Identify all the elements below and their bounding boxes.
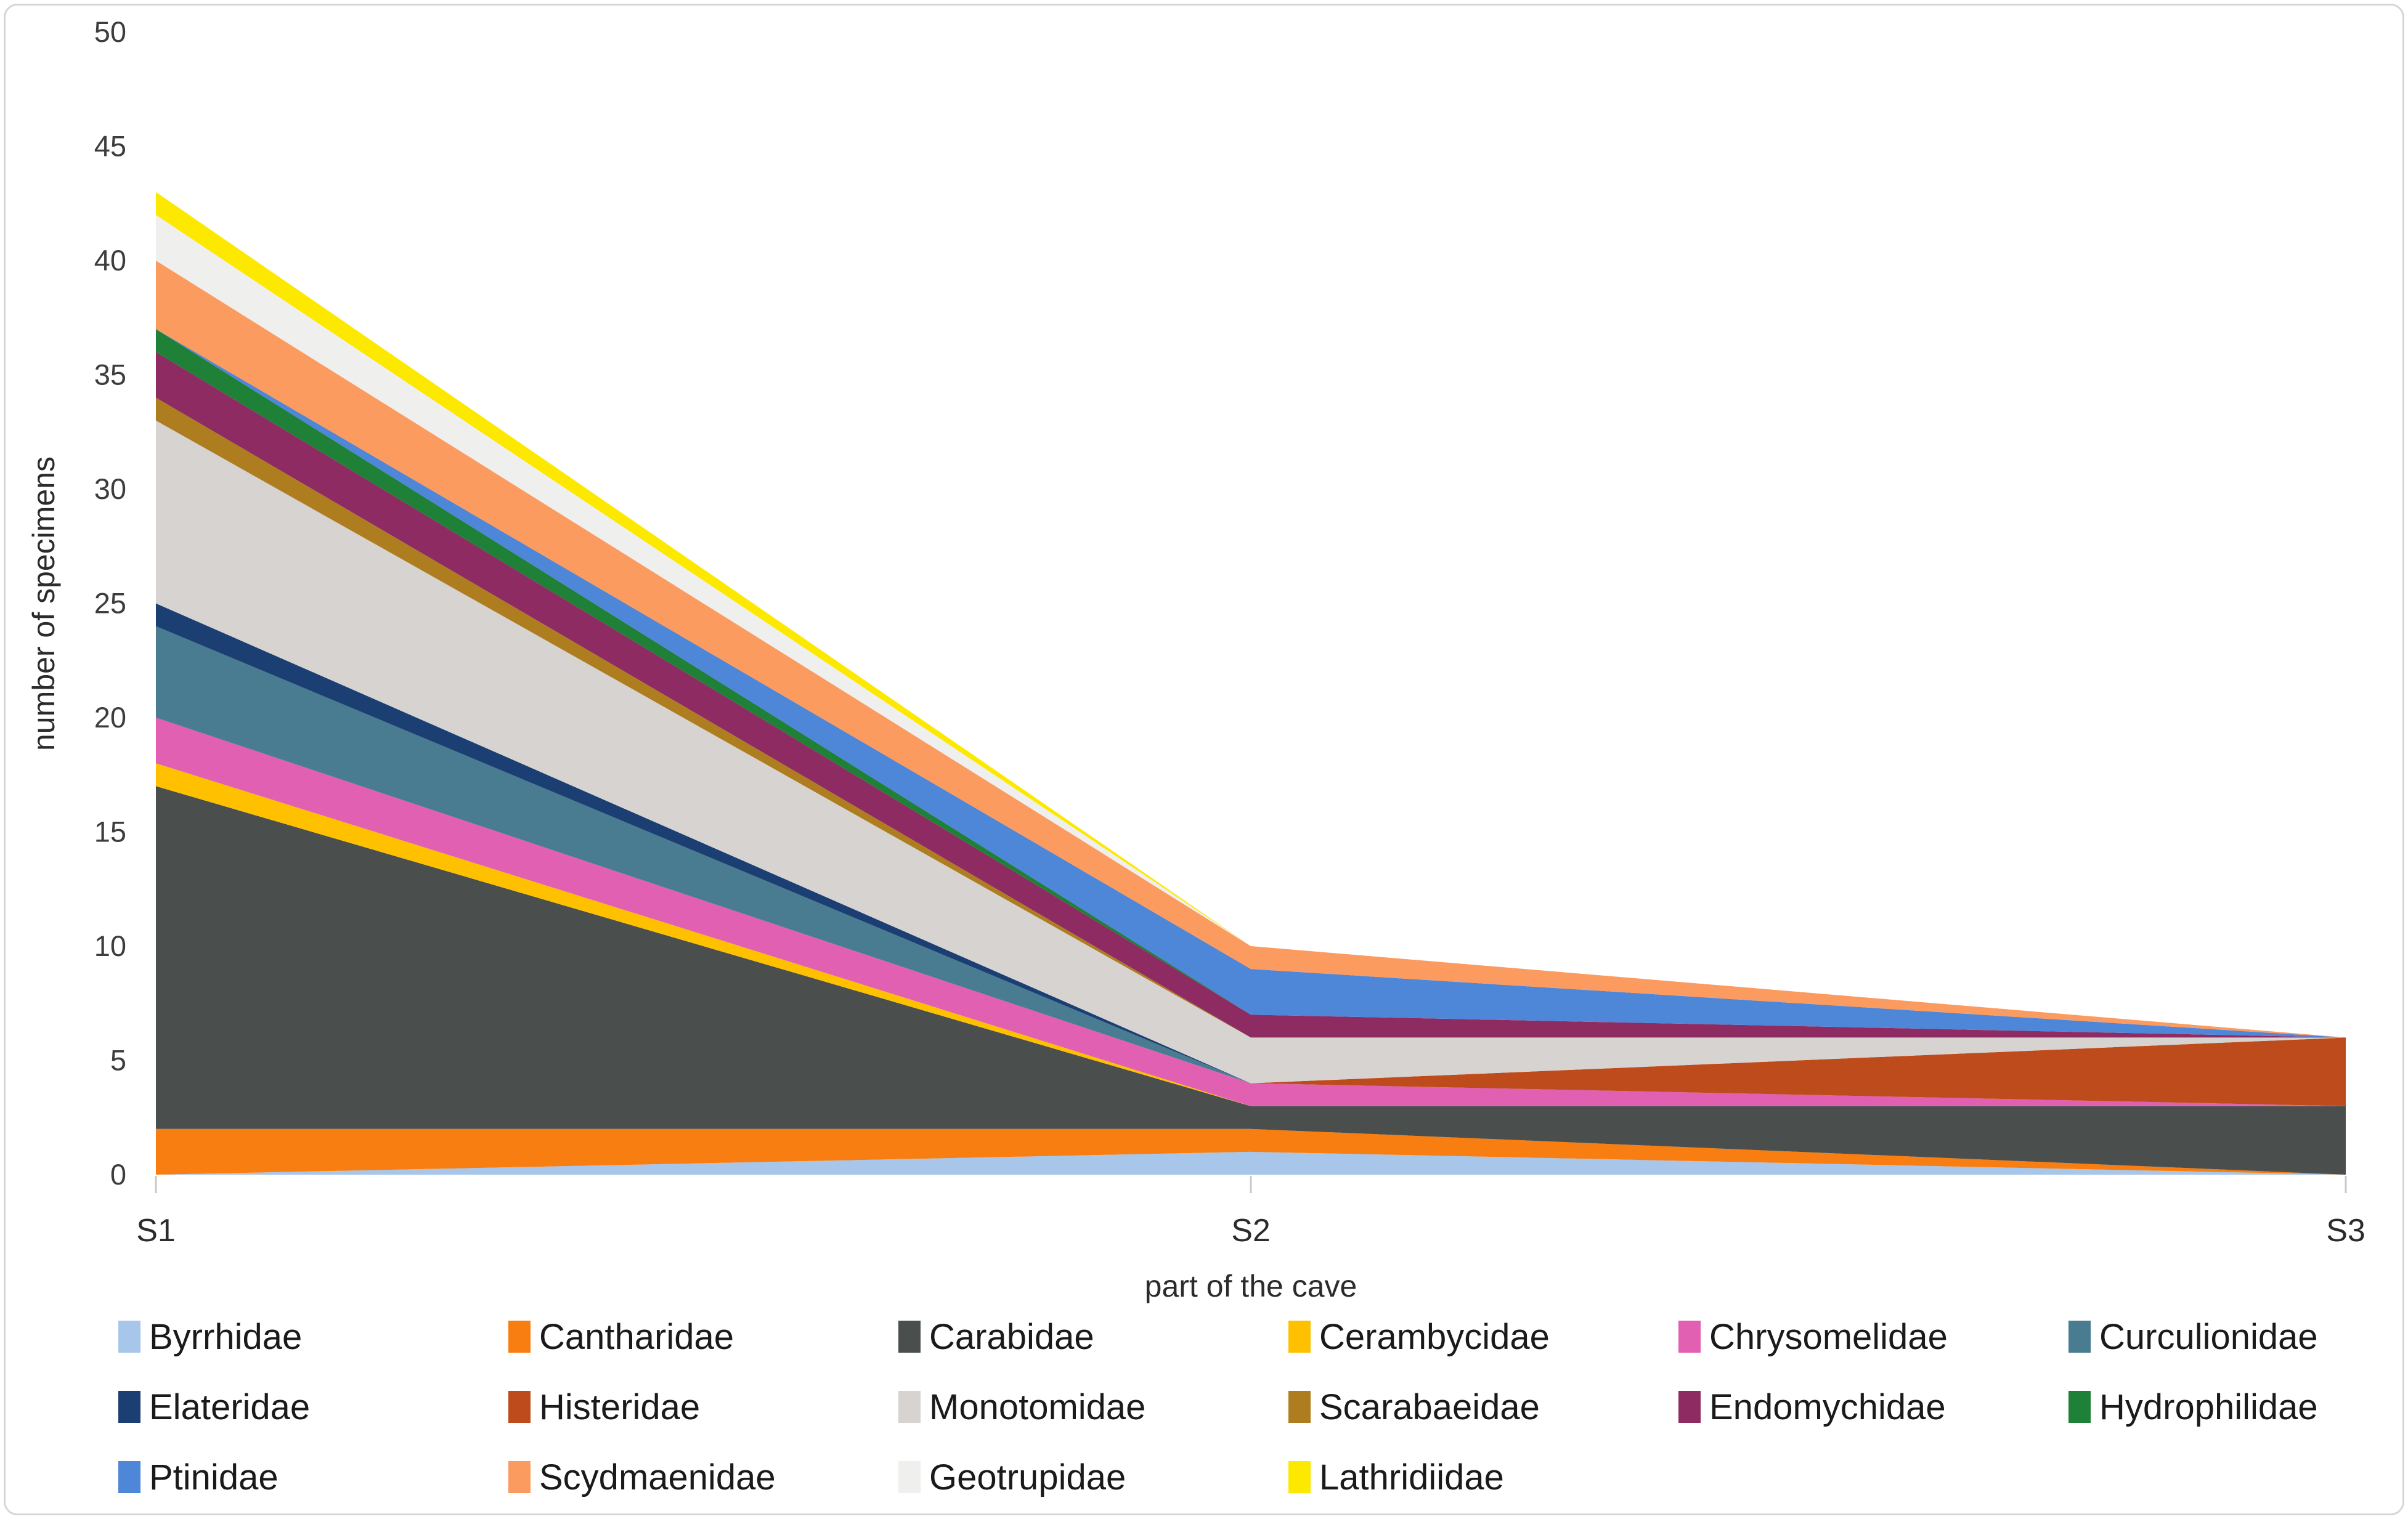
legend-label: Cerambycidae	[1319, 1316, 1550, 1357]
legend-swatch-icon	[118, 1391, 140, 1423]
y-tick-label-15: 15	[94, 816, 126, 848]
legend-label: Chrysomelidae	[1709, 1316, 1948, 1357]
legend-label: Monotomidae	[929, 1387, 1146, 1427]
legend-label: Elateridae	[149, 1387, 311, 1427]
legend-label: Cantharidae	[539, 1316, 734, 1357]
legend-label: Scydmaenidae	[539, 1457, 776, 1497]
legend-item-byrrhidae: Byrrhidae	[118, 1316, 303, 1357]
legend-item-scydmaenidae: Scydmaenidae	[508, 1457, 776, 1497]
legend-item-cerambycidae: Cerambycidae	[1288, 1316, 1550, 1357]
area-carabidae	[156, 786, 2346, 1175]
legend-label: Lathridiidae	[1319, 1457, 1504, 1497]
y-tick-label-50: 50	[94, 15, 126, 48]
y-tick-label-25: 25	[94, 587, 126, 620]
legend-swatch-icon	[508, 1391, 531, 1423]
y-axis-title: number of specimens	[26, 456, 61, 751]
legend-item-monotomidae: Monotomidae	[898, 1387, 1146, 1427]
x-tick-label-S1: S1	[136, 1213, 176, 1249]
legend-swatch-icon	[898, 1321, 921, 1353]
legend-item-lathridiidae: Lathridiidae	[1288, 1457, 1504, 1497]
x-tick-label-S3: S3	[2326, 1213, 2365, 1249]
legend-swatch-icon	[1288, 1321, 1311, 1353]
legend-swatch-icon	[898, 1461, 921, 1493]
x-tick-label-S2: S2	[1231, 1213, 1271, 1249]
legend-swatch-icon	[2068, 1391, 2091, 1423]
area-histeridae	[156, 603, 2346, 1106]
y-tick-label-10: 10	[94, 930, 126, 962]
legend-item-carabidae: Carabidae	[898, 1316, 1094, 1357]
area-series-group	[156, 192, 2346, 1175]
y-axis-ticks: 0 5 10 15 20 25 30 35 40 45 50	[94, 15, 126, 1191]
legend-label: Geotrupidae	[929, 1457, 1126, 1497]
y-tick-label-40: 40	[94, 244, 126, 277]
x-axis-title: part of the cave	[1145, 1269, 1357, 1303]
legend-item-geotrupidae: Geotrupidae	[898, 1457, 1126, 1497]
legend-item-scarabaeidae: Scarabaeidae	[1288, 1387, 1540, 1427]
legend-swatch-icon	[1288, 1391, 1311, 1423]
y-tick-label-20: 20	[94, 701, 126, 734]
y-tick-label-0: 0	[110, 1158, 126, 1191]
legend-swatch-icon	[1288, 1461, 1311, 1493]
y-tick-label-30: 30	[94, 472, 126, 505]
legend-swatch-icon	[508, 1321, 531, 1353]
y-tick-label-45: 45	[94, 130, 126, 163]
legend-swatch-icon	[508, 1461, 531, 1493]
y-tick-label-5: 5	[110, 1044, 126, 1077]
legend-item-chrysomelidae: Chrysomelidae	[1678, 1316, 1948, 1357]
legend-item-endomychidae: Endomychidae	[1678, 1387, 1946, 1427]
legend-swatch-icon	[1678, 1391, 1701, 1423]
legend-swatch-icon	[118, 1321, 140, 1353]
legend-label: Hydrophilidae	[2099, 1387, 2318, 1427]
legend-item-curculionidae: Curculionidae	[2068, 1316, 2318, 1357]
area-monotomidae	[156, 420, 2346, 1084]
legend-swatch-icon	[118, 1461, 140, 1493]
legend-item-elateridae: Elateridae	[118, 1387, 311, 1427]
area-cantharidae	[156, 1128, 2346, 1175]
legend-swatch-icon	[898, 1391, 921, 1423]
legend-swatch-icon	[2068, 1321, 2091, 1353]
legend-label: Scarabaeidae	[1319, 1387, 1540, 1427]
legend-label: Byrrhidae	[149, 1316, 303, 1357]
legend-item-hydrophilidae: Hydrophilidae	[2068, 1387, 2318, 1427]
legend-item-ptinidae: Ptinidae	[118, 1457, 279, 1497]
legend-item-cantharidae: Cantharidae	[508, 1316, 734, 1357]
legend-label: Endomychidae	[1709, 1387, 1946, 1427]
legend-swatch-icon	[1678, 1321, 1701, 1353]
area-byrrhidae	[156, 1151, 2346, 1175]
legend-label: Histeridae	[539, 1387, 701, 1427]
y-tick-label-35: 35	[94, 358, 126, 391]
legend-label: Curculionidae	[2099, 1316, 2318, 1357]
legend-item-histeridae: Histeridae	[508, 1387, 701, 1427]
legend-label: Carabidae	[929, 1316, 1094, 1357]
x-axis-ticks: S1 S2 S3	[136, 1176, 2365, 1249]
legend-label: Ptinidae	[149, 1457, 279, 1497]
